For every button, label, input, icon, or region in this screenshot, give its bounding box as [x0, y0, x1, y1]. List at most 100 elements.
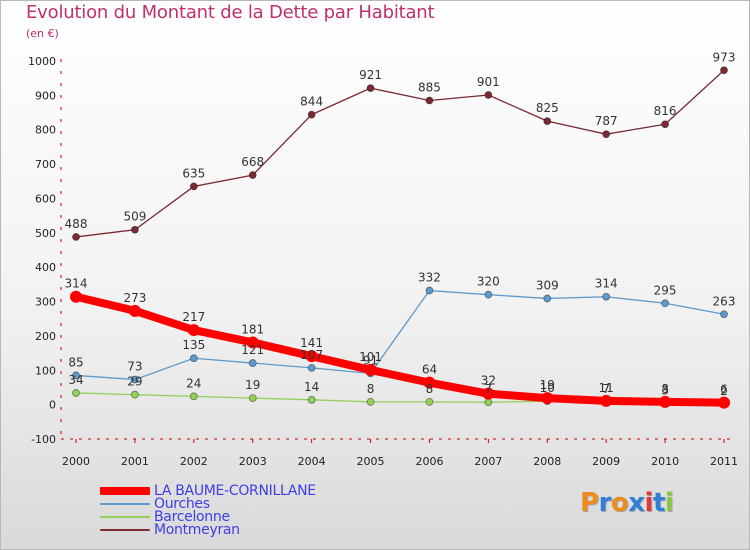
data-label-la-baume-cornillane: 8: [661, 382, 669, 396]
series-lines: [70, 66, 730, 409]
data-label-montmeyran: 885: [418, 81, 441, 95]
data-point-montmeyran: [425, 96, 434, 105]
logo-letter: x: [628, 488, 645, 518]
y-tick-label: 0: [49, 399, 56, 412]
x-tick-label: 2002: [180, 455, 208, 468]
data-label-barcelonne: 34: [68, 373, 83, 387]
data-label-montmeyran: 844: [300, 95, 323, 109]
data-point-la-baume-cornillane: [305, 350, 318, 363]
data-label-ourches: 73: [127, 360, 142, 374]
legend-swatch: [100, 529, 150, 531]
data-point-montmeyran: [72, 233, 80, 241]
data-label-montmeyran: 816: [654, 104, 677, 118]
data-label-montmeyran: 901: [477, 75, 500, 89]
x-tick-label: 2004: [298, 455, 326, 468]
x-tick-label: 2008: [533, 455, 561, 468]
data-label-barcelonne: 2: [720, 384, 728, 398]
data-label-barcelonne: 8: [426, 382, 434, 396]
data-point-barcelonne: [425, 397, 434, 406]
data-point-montmeyran: [366, 84, 375, 93]
x-tick-label: 2009: [592, 455, 620, 468]
logo-letter: i: [664, 488, 674, 518]
data-point-montmeyran: [720, 66, 728, 75]
legend-swatch: [100, 516, 150, 518]
data-label-la-baume-cornillane: 101: [359, 350, 382, 364]
data-label-barcelonne: 19: [245, 378, 260, 392]
x-tick-label: 2001: [121, 455, 149, 468]
data-point-montmeyran: [131, 225, 139, 234]
data-point-barcelonne: [248, 394, 257, 403]
data-label-ourches: 320: [477, 275, 500, 289]
legend-label: LA BAUME-CORNILLANE: [154, 483, 316, 499]
data-point-la-baume-cornillane: [482, 387, 495, 400]
data-point-ourches: [307, 363, 316, 372]
y-tick-label: 300: [35, 296, 56, 309]
data-point-ourches: [661, 299, 669, 308]
data-label-ourches: 121: [241, 343, 264, 357]
data-label-la-baume-cornillane: 6: [720, 383, 728, 397]
data-label-la-baume-cornillane: 11: [599, 381, 614, 395]
logo-letter: P: [580, 488, 599, 518]
data-point-ourches: [543, 294, 552, 303]
x-tick-label: 2006: [415, 455, 443, 468]
data-label-la-baume-cornillane: 19: [540, 378, 555, 392]
y-tick-label: -100: [31, 433, 56, 446]
data-point-montmeyran: [661, 120, 669, 129]
proxiti-logo: Proxiti: [580, 488, 674, 518]
data-label-montmeyran: 509: [123, 210, 146, 224]
data-point-la-baume-cornillane: [70, 290, 82, 303]
data-point-barcelonne: [131, 390, 139, 399]
y-tick-label: 100: [35, 364, 56, 377]
data-point-ourches: [425, 286, 434, 295]
data-point-ourches: [72, 371, 80, 380]
data-label-ourches: 314: [595, 277, 618, 291]
data-label-ourches: 107: [300, 348, 323, 362]
data-label-montmeyran: 825: [536, 101, 559, 115]
unit-label: (en €): [26, 27, 59, 40]
legend-swatch: [100, 503, 150, 505]
data-label-la-baume-cornillane: 181: [241, 322, 264, 336]
data-point-la-baume-cornillane: [600, 394, 613, 407]
logo-letter: i: [644, 488, 654, 518]
data-label-montmeyran: 668: [241, 155, 264, 169]
data-label-barcelonne: 14: [304, 380, 319, 394]
data-label-montmeyran: 973: [713, 50, 736, 64]
y-tick-label: 1000: [28, 55, 56, 68]
data-point-barcelonne: [484, 398, 493, 407]
data-point-la-baume-cornillane: [246, 336, 259, 349]
data-point-la-baume-cornillane: [423, 376, 436, 389]
y-tick-label: 200: [35, 330, 56, 343]
data-label-montmeyran: 488: [65, 217, 88, 231]
data-label-la-baume-cornillane: 64: [422, 363, 437, 377]
data-label-la-baume-cornillane: 32: [481, 374, 496, 388]
x-tick-label: 2010: [651, 455, 679, 468]
y-tick-label: 900: [35, 89, 56, 102]
data-point-ourches: [484, 290, 493, 299]
data-point-barcelonne: [189, 392, 198, 401]
data-point-barcelonne: [307, 395, 316, 404]
data-point-montmeyran: [602, 130, 611, 139]
data-label-ourches: 85: [68, 355, 83, 369]
x-tick-label: 2000: [62, 455, 90, 468]
data-point-barcelonne: [366, 397, 375, 406]
data-label-barcelonne: 24: [186, 376, 201, 390]
series-line-montmeyran: [75, 69, 725, 238]
chart-title: Evolution du Montant de la Dette par Hab…: [26, 2, 435, 23]
data-point-la-baume-cornillane: [718, 396, 730, 409]
data-label-barcelonne: 29: [127, 375, 142, 389]
data-label-barcelonne: 7: [602, 382, 610, 396]
data-label-ourches: 332: [418, 271, 441, 285]
data-point-montmeyran: [484, 91, 493, 99]
data-label-montmeyran: 635: [182, 166, 205, 180]
data-label-barcelonne: 3: [661, 384, 669, 398]
data-label-montmeyran: 787: [595, 114, 618, 128]
logo-letter: o: [610, 488, 629, 518]
data-point-montmeyran: [307, 110, 316, 119]
y-tick-label: 700: [35, 158, 56, 171]
data-point-ourches: [720, 310, 728, 319]
series-line-ourches: [75, 289, 725, 381]
x-tick-label: 2003: [239, 455, 267, 468]
y-tick-label: 500: [35, 227, 56, 240]
data-label-la-baume-cornillane: 273: [123, 291, 146, 305]
